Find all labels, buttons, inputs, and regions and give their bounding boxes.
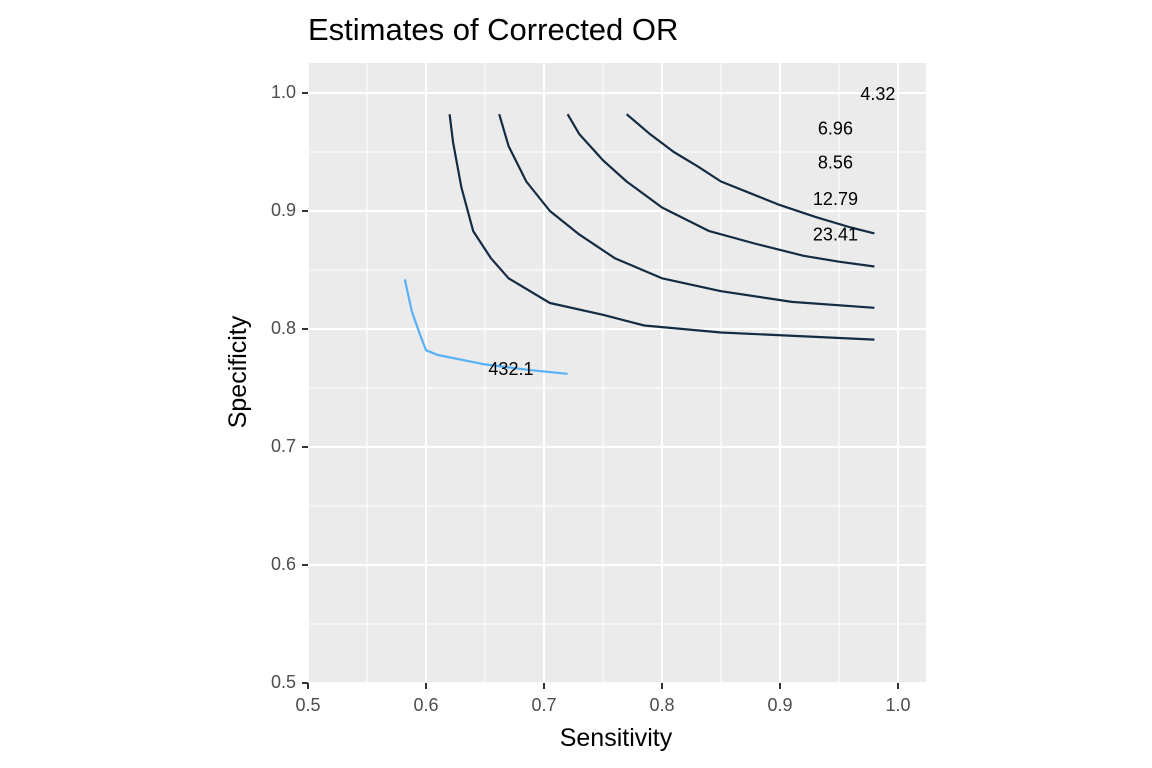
- contour-label-4: 23.41: [813, 225, 858, 245]
- y-axis-title: Specificity: [224, 315, 252, 428]
- contour-line-3: [448, 114, 875, 341]
- contour-label-1: 6.96: [818, 118, 853, 138]
- axes: 0.5 0.6 0.7 0.8 0.9 1.0 0.5 0.6 0.7 0.8 0.9 1.0: [271, 82, 911, 715]
- x-axis-title: Sensitivity: [560, 724, 673, 752]
- grid-lines: [307, 63, 926, 684]
- y-tick-label: 0.9: [271, 200, 296, 220]
- contour-label-2: 8.56: [818, 153, 853, 173]
- contour-line-1: [566, 113, 875, 268]
- contour-label-5: 432.1: [488, 359, 533, 379]
- contour-label-3: 12.79: [813, 189, 858, 209]
- contour-line-0: [625, 113, 875, 235]
- x-tick-label: 1.0: [885, 695, 910, 715]
- y-tick-label: 0.6: [271, 554, 296, 574]
- x-tick-label: 0.6: [413, 695, 438, 715]
- contour-labels: 4.32 6.96 8.56 12.79 23.41 432.1: [488, 84, 895, 379]
- contour-lines: [403, 113, 875, 375]
- x-tick-label: 0.7: [531, 695, 556, 715]
- contour-line-5: [403, 279, 568, 375]
- chart-title: Estimates of Corrected OR: [308, 12, 678, 47]
- contour-line-2: [498, 113, 875, 309]
- x-tick-label: 0.9: [767, 695, 792, 715]
- y-tick-label: 0.7: [271, 436, 296, 456]
- x-tick-label: 0.8: [649, 695, 674, 715]
- y-tick-label: 1.0: [271, 82, 296, 102]
- y-tick-label: 0.8: [271, 318, 296, 338]
- plot-panel: [308, 63, 926, 683]
- contour-label-0: 4.32: [860, 84, 895, 104]
- y-tick-label: 0.5: [271, 672, 296, 692]
- x-tick-label: 0.5: [295, 695, 320, 715]
